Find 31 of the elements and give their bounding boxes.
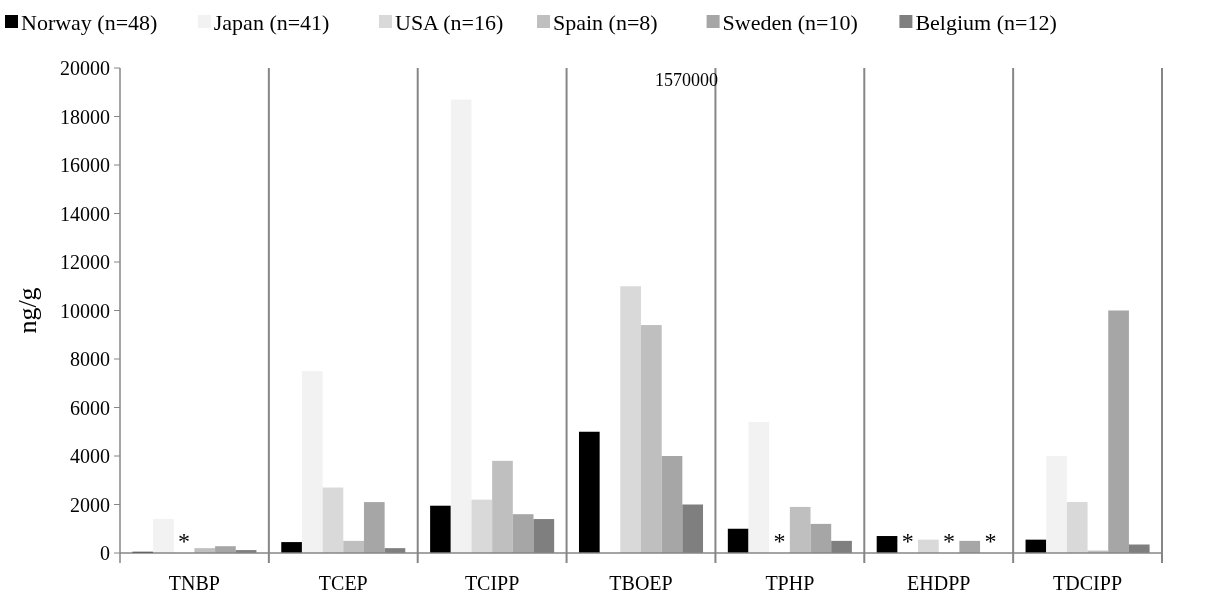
x-tick-label: EHDPP xyxy=(907,572,971,594)
x-tick-label: TCEP xyxy=(318,572,368,594)
text: * xyxy=(984,528,997,554)
text: * xyxy=(773,528,786,554)
x-tick-label: TNBP xyxy=(168,572,220,594)
annotation: 1570000 xyxy=(655,70,718,91)
legend-label: Norway (n=48) xyxy=(21,9,158,35)
y-tick-label: 8000 xyxy=(70,348,110,370)
text: * xyxy=(943,528,956,554)
y-axis-title: ng/g xyxy=(13,287,42,334)
y-tick-label: 10000 xyxy=(60,299,110,322)
legend-label: Belgium (n=12) xyxy=(915,9,1057,35)
y-tick-label: 18000 xyxy=(60,105,110,128)
y-tick-label: 2000 xyxy=(70,493,110,516)
y-tick-label: 0 xyxy=(100,542,110,564)
y-tick-label: 14000 xyxy=(60,202,110,225)
y-tick-label: 4000 xyxy=(70,445,110,467)
y-tick-label: 12000 xyxy=(60,251,110,273)
y-tick-label: 20000 xyxy=(60,57,110,79)
text: * xyxy=(178,528,191,554)
legend-label: USA (n=16) xyxy=(395,9,504,35)
x-tick-label: TPHP xyxy=(765,572,815,594)
y-tick-label: 16000 xyxy=(60,154,110,176)
legend-label: Japan (n=41) xyxy=(213,9,330,35)
legend-label: Sweden (n=10) xyxy=(722,9,858,35)
legend-label: Spain (n=8) xyxy=(553,9,658,35)
x-tick-label: TDCIPP xyxy=(1053,572,1123,594)
x-tick-label: TCIPP xyxy=(464,572,520,594)
text: * xyxy=(901,528,914,554)
y-tick-label: 6000 xyxy=(70,396,110,419)
x-tick-label: TBOEP xyxy=(609,572,673,594)
